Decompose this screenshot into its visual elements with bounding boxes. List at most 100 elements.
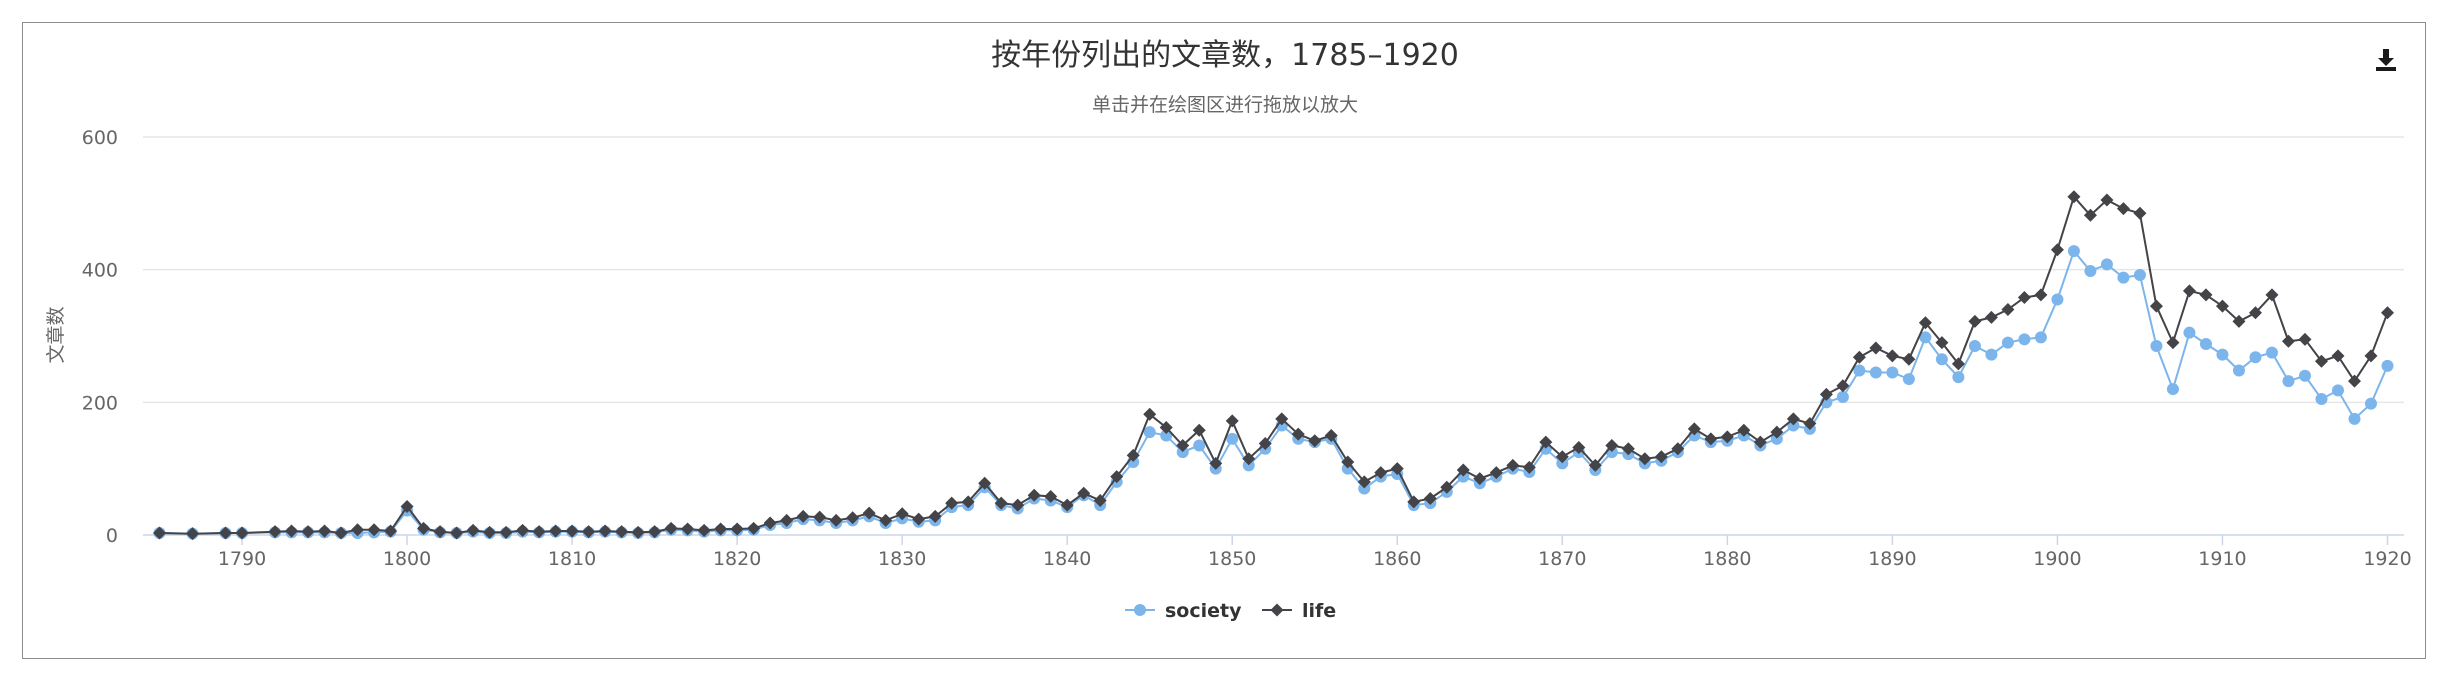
life-point[interactable]: [2215, 299, 2229, 313]
life-point[interactable]: [2083, 208, 2097, 222]
life-point[interactable]: [1902, 352, 1916, 366]
life-point[interactable]: [2380, 306, 2394, 320]
society-point[interactable]: [2100, 258, 2113, 271]
life-point[interactable]: [1027, 488, 1041, 502]
life-point[interactable]: [516, 523, 530, 537]
life-point[interactable]: [582, 525, 596, 539]
society-point[interactable]: [1985, 348, 1998, 361]
life-point[interactable]: [961, 495, 975, 509]
life-point[interactable]: [978, 476, 992, 490]
life-point[interactable]: [1324, 429, 1338, 442]
life-point[interactable]: [2265, 288, 2279, 302]
society-point[interactable]: [2216, 348, 2229, 361]
life-point[interactable]: [433, 525, 447, 539]
life-point[interactable]: [1060, 498, 1074, 512]
society-point[interactable]: [1160, 429, 1173, 442]
life-point[interactable]: [1093, 494, 1107, 508]
life-point[interactable]: [2248, 306, 2262, 320]
life-point[interactable]: [1159, 421, 1173, 435]
society-point[interactable]: [1242, 459, 1255, 472]
life-point[interactable]: [2017, 291, 2031, 305]
life-point[interactable]: [2364, 349, 2378, 363]
society-point[interactable]: [1902, 373, 1915, 386]
life-point[interactable]: [1110, 470, 1124, 484]
life-point[interactable]: [1918, 316, 1932, 330]
life-point[interactable]: [730, 522, 744, 536]
life-point[interactable]: [285, 524, 299, 538]
life-point[interactable]: [2314, 354, 2328, 368]
life-point[interactable]: [1357, 475, 1371, 489]
life-point[interactable]: [1621, 442, 1635, 456]
life-point[interactable]: [1374, 466, 1388, 480]
life-point[interactable]: [1506, 458, 1520, 472]
life-point[interactable]: [2232, 314, 2246, 328]
life-point[interactable]: [2199, 288, 2213, 302]
life-point[interactable]: [1803, 417, 1817, 431]
life-point[interactable]: [499, 525, 513, 539]
society-point[interactable]: [1935, 353, 1948, 366]
life-point[interactable]: [268, 525, 282, 539]
life-point[interactable]: [1275, 412, 1289, 426]
society-point[interactable]: [2051, 293, 2064, 306]
life-point[interactable]: [384, 524, 398, 538]
society-point[interactable]: [2084, 264, 2097, 277]
legend-item-society[interactable]: society: [1125, 600, 1242, 622]
life-point[interactable]: [483, 525, 497, 539]
society-point[interactable]: [1556, 457, 1569, 470]
life-point[interactable]: [1737, 423, 1751, 437]
life-point[interactable]: [417, 521, 431, 535]
download-icon[interactable]: [2372, 46, 2400, 74]
life-point[interactable]: [631, 525, 645, 539]
life-point[interactable]: [1077, 486, 1091, 500]
life-point[interactable]: [1291, 427, 1305, 441]
society-point[interactable]: [2183, 326, 2196, 339]
life-point[interactable]: [1555, 450, 1569, 464]
society-point[interactable]: [1836, 391, 1849, 404]
life-point[interactable]: [1258, 436, 1272, 450]
society-point[interactable]: [1968, 339, 1981, 352]
life-point[interactable]: [1984, 310, 1998, 324]
life-point[interactable]: [2050, 243, 2064, 257]
life-point[interactable]: [1473, 472, 1487, 486]
life-point[interactable]: [450, 526, 464, 540]
society-point[interactable]: [2199, 337, 2212, 350]
life-point[interactable]: [186, 527, 200, 541]
society-point[interactable]: [2001, 336, 2014, 349]
life-point[interactable]: [1638, 452, 1652, 466]
life-point[interactable]: [697, 523, 711, 537]
life-point[interactable]: [2298, 332, 2312, 346]
society-point[interactable]: [1869, 366, 1882, 379]
life-point[interactable]: [565, 524, 579, 538]
life-point[interactable]: [1869, 341, 1883, 355]
society-point[interactable]: [1143, 426, 1156, 439]
life-point[interactable]: [1539, 435, 1553, 449]
life-point[interactable]: [549, 524, 563, 538]
life-point[interactable]: [1968, 314, 1982, 328]
society-point[interactable]: [2348, 412, 2361, 425]
life-point[interactable]: [895, 507, 909, 521]
life-point[interactable]: [1588, 458, 1602, 472]
life-point[interactable]: [466, 523, 480, 537]
life-point[interactable]: [2133, 206, 2147, 220]
life-point[interactable]: [1704, 432, 1718, 446]
life-point[interactable]: [862, 506, 876, 520]
life-point[interactable]: [1935, 336, 1949, 350]
life-point[interactable]: [1753, 435, 1767, 449]
society-point[interactable]: [1193, 439, 1206, 452]
society-point[interactable]: [2150, 339, 2163, 352]
life-point[interactable]: [2100, 193, 2114, 207]
society-point[interactable]: [1952, 371, 1965, 384]
life-point[interactable]: [235, 526, 249, 540]
life-point[interactable]: [763, 516, 777, 530]
society-point[interactable]: [2298, 369, 2311, 382]
series-life[interactable]: [153, 190, 2394, 541]
society-point[interactable]: [2282, 375, 2295, 388]
life-point[interactable]: [1770, 425, 1784, 439]
life-point[interactable]: [2116, 202, 2130, 216]
life-point[interactable]: [1011, 498, 1025, 512]
society-point[interactable]: [2249, 351, 2262, 364]
society-point[interactable]: [2117, 271, 2130, 284]
life-point[interactable]: [367, 523, 381, 537]
life-point[interactable]: [912, 512, 926, 526]
life-point[interactable]: [846, 511, 860, 525]
